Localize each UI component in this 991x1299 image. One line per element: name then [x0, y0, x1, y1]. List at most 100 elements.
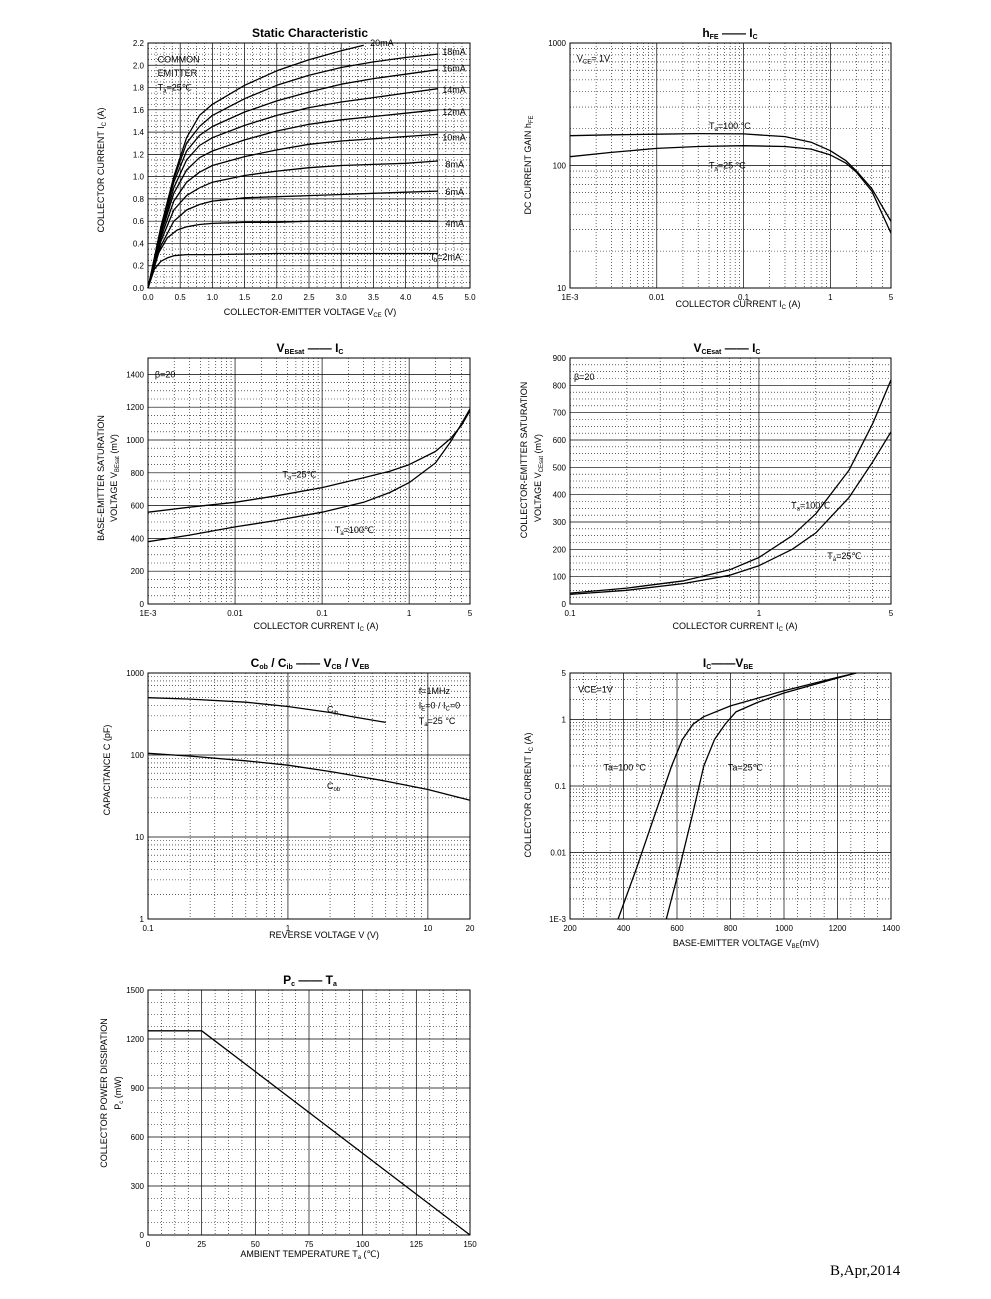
y-tick-label: 1200: [126, 403, 144, 412]
x-tick-label: 5.0: [464, 293, 476, 302]
y-tick-label: 1000: [548, 39, 566, 48]
x-tick-label: 0.0: [142, 293, 154, 302]
annotation-label: Ta=25℃: [158, 83, 192, 95]
annotation-label: 18mA: [442, 47, 466, 57]
x-axis-label: REVERSE VOLTAGE V (V): [269, 930, 379, 940]
chart-title: VBEsat —— IC: [277, 341, 344, 356]
y-tick-label: 200: [553, 545, 567, 554]
x-tick-label: 2.0: [271, 293, 283, 302]
x-tick-label: 4.0: [400, 293, 412, 302]
y-tick-label: 1: [562, 715, 567, 724]
y-tick-label: 100: [553, 162, 567, 171]
y-tick-label: 1500: [126, 986, 144, 995]
x-tick-label: 125: [410, 1240, 424, 1249]
x-tick-label: 1: [286, 924, 291, 933]
annotation-label: Ta=100 °C: [709, 121, 751, 133]
y-tick-label: 300: [131, 1182, 145, 1191]
annotation-label: β=20: [574, 372, 594, 382]
x-tick-label: 0.01: [227, 609, 243, 618]
x-tick-label: 75: [305, 1240, 314, 1249]
annotation-label: EMITTER: [158, 68, 198, 78]
x-tick-label: 800: [724, 924, 738, 933]
y-tick-label: 1: [140, 915, 145, 924]
x-tick-label: 1E-3: [140, 609, 157, 618]
chart-title: Static Characteristic: [252, 26, 368, 40]
series-line: [569, 132, 892, 222]
y-tick-label: 0.01: [550, 848, 566, 857]
plot-frame: [147, 42, 471, 289]
y-axis-label: COLLECTOR-EMITTER SATURATION: [519, 382, 529, 539]
x-tick-label: 10: [423, 924, 432, 933]
y-tick-label: 400: [553, 491, 567, 500]
chart-vbesat: 1E-3 0.01 0.1 1 5 0 200 400 600 800 1000 1200 1400 β=…: [96, 341, 473, 633]
x-tick-label: 3.5: [368, 293, 380, 302]
x-tick-label: 400: [617, 924, 631, 933]
annotation-label: Cob: [327, 781, 341, 793]
plot-frame: [147, 672, 471, 920]
revision-footer: B,Apr,2014: [830, 1263, 901, 1279]
annotation-label: β=20: [155, 369, 175, 379]
y-tick-label: 700: [553, 409, 567, 418]
y-tick-label: 1.8: [133, 84, 145, 93]
y-tick-label: 10: [557, 284, 566, 293]
annotation-label: 12mA: [442, 107, 466, 117]
y-axis-label: DC CURRENT GAIN hFE: [523, 115, 535, 214]
y-tick-label: 1.2: [133, 150, 145, 159]
y-tick-label: 200: [131, 567, 145, 576]
annotation-label: 4mA: [446, 218, 465, 228]
annotation-label: IE=0 / IC=0: [419, 701, 460, 713]
chart-static: 0.0 0.5 1.0 1.5 2.0 2.5 3.0 3.5 4.0 4.5 5.0 0.0 0.2 0…: [96, 26, 476, 319]
plot-frame: [147, 989, 471, 1236]
y-tick-label: 500: [553, 463, 567, 472]
annotation-label: COMMON: [158, 55, 200, 65]
series-line: [147, 190, 438, 289]
y-tick-label: 300: [553, 518, 567, 527]
x-tick-label: 3.0: [336, 293, 348, 302]
y-tick-label: 1.0: [133, 173, 145, 182]
series-line: [569, 379, 892, 594]
x-axis-label: COLLECTOR CURRENT IC (A): [253, 621, 378, 633]
series-line: [147, 133, 438, 289]
y-axis-label: CAPACITANCE C (pF): [102, 725, 112, 816]
x-tick-label: 150: [463, 1240, 477, 1249]
x-tick-label: 1200: [829, 924, 847, 933]
chart-hfe: 1E-3 0.01 0.1 1 5 10 100 1000 VCE= 1V Ta=100 °C Ta…: [523, 26, 894, 311]
annotation-label: 10mA: [442, 133, 466, 143]
annotation-label: Ta=25℃: [728, 762, 763, 772]
series-line: [147, 252, 438, 289]
x-tick-label: 0: [146, 1240, 151, 1249]
x-tick-label: 5: [889, 609, 894, 618]
y-tick-label: 0.2: [133, 262, 145, 271]
x-axis-label: AMBIENT TEMPERATURE Ta (℃): [240, 1249, 379, 1261]
y-tick-label: 400: [131, 534, 145, 543]
series-line: [147, 53, 438, 289]
y-axis-label-secondary: Pc (mW): [113, 1076, 125, 1110]
y-tick-label: 0.4: [133, 239, 145, 248]
annotation-label: 8mA: [446, 159, 465, 169]
plot-frame: [569, 42, 892, 289]
y-tick-label: 900: [553, 354, 567, 363]
x-tick-label: 2.5: [303, 293, 315, 302]
x-tick-label: 1.5: [239, 293, 251, 302]
x-tick-label: 0.1: [142, 924, 154, 933]
y-tick-label: 600: [131, 502, 145, 511]
chart-title: Pc —— Ta: [283, 973, 337, 988]
x-axis-label: COLLECTOR CURRENT IC (A): [675, 299, 800, 311]
annotation-label: 16mA: [442, 64, 466, 74]
x-tick-label: 1: [757, 609, 762, 618]
x-tick-label: 0.1: [738, 293, 750, 302]
y-axis-label-secondary: VOLTAGE VBEsat (mV): [109, 434, 121, 522]
series-line: [147, 160, 438, 289]
annotation-label: 20mA: [370, 38, 394, 48]
y-tick-label: 5: [562, 669, 567, 678]
chart-title: Cob / Cib —— VCB / VEB: [251, 656, 370, 671]
series-line: [147, 408, 471, 543]
series-line: [617, 672, 857, 920]
y-tick-label: 0: [140, 600, 145, 609]
plot-frame: [569, 357, 892, 605]
x-tick-label: 1: [407, 609, 412, 618]
y-tick-label: 0.6: [133, 217, 145, 226]
annotation-label: 6mA: [446, 187, 465, 197]
y-axis-label-secondary: VOLTAGE VCEsat (mV): [533, 434, 545, 522]
